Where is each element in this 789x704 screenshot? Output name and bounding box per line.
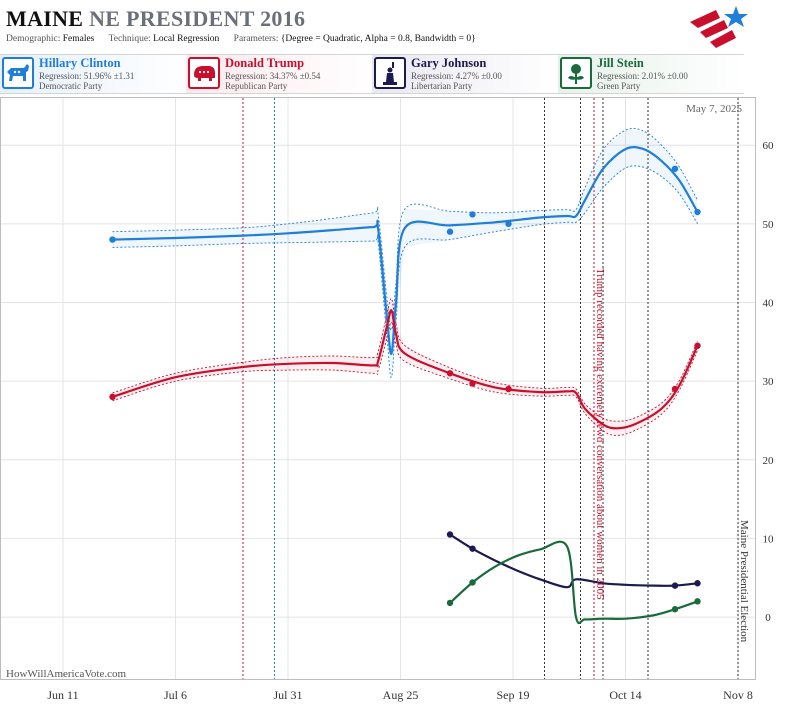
legend-item-stein[interactable]: Jill Stein Regression: 2.01% ±0.00 Green…: [558, 54, 744, 94]
hillary-clinton-line: [112, 146, 699, 355]
donald-trump-poll-point: [446, 370, 454, 377]
jill-stein-line: [449, 540, 698, 625]
candidate-regression: Regression: 4.27% ±0.00: [411, 71, 502, 81]
x-tick-label: Jun 11: [47, 688, 78, 702]
donald-trump-poll-point: [469, 380, 476, 387]
jill-stein-poll-point: [694, 598, 701, 605]
statue-of-liberty-icon: [374, 57, 406, 89]
technique-value: Local Regression: [153, 34, 220, 44]
hillary-clinton-poll-point: [469, 211, 476, 218]
series-points: [109, 165, 701, 613]
title-rest: NE PRESIDENT 2016: [89, 6, 306, 31]
hillary-clinton-poll-point: [505, 220, 512, 228]
donald-trump-band-fill: [112, 298, 698, 436]
y-tick-label: 10: [763, 533, 775, 545]
parameters-label: Parameters:: [233, 34, 279, 44]
x-tick-label: Aug 25: [383, 688, 419, 702]
y-tick-label: 40: [763, 297, 775, 309]
x-tick-label: Jul 31: [273, 688, 302, 702]
hillary-clinton-poll-point: [694, 208, 701, 216]
candidate-party: Democratic Party: [39, 81, 103, 91]
jill-stein-poll-point: [469, 579, 476, 586]
candidate-regression: Regression: 51.96% ±1.31: [39, 71, 135, 81]
date-stamp: May 7, 2025: [686, 103, 742, 115]
candidate-party: Green Party: [597, 81, 641, 91]
donald-trump-poll-point: [109, 393, 116, 401]
candidate-party: Republican Party: [225, 81, 288, 91]
y-tick-label: 60: [763, 140, 775, 152]
poll-chart: Jun 11 Jul 6 Jul 31 Aug 25 Sep 19 Oct 14 Nov 8…: [0, 97, 774, 702]
candidate-name: Gary Johnson: [411, 56, 487, 70]
header: MAINE NE PRESIDENT 2016 Demographic: Fem…: [0, 0, 789, 48]
axis-labels: Jun 11 Jul 6 Jul 31 Aug 25 Sep 19 Oct 14 Nov 8…: [47, 103, 774, 702]
candidate-name: Donald Trump: [225, 56, 305, 70]
candidate-regression: Regression: 2.01% ±0.00: [597, 71, 688, 81]
page-title: MAINE NE PRESIDENT 2016: [6, 6, 305, 32]
candidate-regression: Regression: 34.37% ±0.54: [225, 71, 321, 81]
annotation-text: Maine Presidential Election: [738, 520, 750, 643]
chart-grid: [0, 98, 756, 680]
candidate-name: Hillary Clinton: [39, 56, 121, 70]
legend-item-johnson[interactable]: Gary Johnson Regression: 4.27% ±0.00 Lib…: [372, 54, 558, 94]
site-credit: HowWillAmericaVote.com: [6, 668, 127, 680]
gary-johnson-poll-point: [446, 531, 454, 538]
gary-johnson-poll-point: [694, 580, 701, 587]
candidate-name: Jill Stein: [597, 56, 644, 70]
y-tick-label: 50: [763, 219, 775, 231]
hillary-clinton-poll-point: [109, 236, 116, 243]
donald-trump-band-lower: [112, 321, 698, 436]
parameters-value: {Degree = Quadratic, Alpha = 0.8, Bandwi…: [280, 34, 476, 44]
donald-trump-poll-point: [694, 342, 701, 349]
legend-item-trump[interactable]: Donald Trump Regression: 34.37% ±0.54 Re…: [186, 54, 372, 94]
jill-stein-poll-point: [671, 606, 679, 613]
donald-trump-poll-point: [505, 385, 512, 393]
state-name: MAINE: [6, 6, 84, 31]
jill-stein-poll-point: [446, 599, 454, 607]
annotation-text: Trump recorded having extremely lewd con…: [594, 268, 606, 600]
demographic-label: Demographic:: [6, 34, 61, 44]
y-tick-label: 20: [763, 455, 775, 467]
technique-label: Technique:: [108, 34, 151, 44]
plot-frame: [0, 97, 756, 680]
y-tick-label: 0: [765, 612, 771, 624]
confidence-bands: [112, 127, 698, 436]
subtitle: Demographic: Females Technique: Local Re…: [6, 34, 488, 44]
y-tick-label: 30: [763, 376, 775, 388]
elephant-icon: [188, 57, 220, 89]
legend-item-clinton[interactable]: Hillary Clinton Regression: 51.96% ±1.31…: [0, 54, 186, 94]
gary-johnson-poll-point: [469, 545, 476, 552]
demographic-value: Females: [62, 34, 95, 44]
event-lines: [242, 98, 739, 680]
candidate-party: Libertarian Party: [411, 81, 473, 91]
hillary-clinton-band-lower: [112, 165, 698, 378]
hillary-clinton-poll-point: [671, 165, 679, 172]
site-logo-icon[interactable]: [686, 4, 750, 50]
hillary-clinton-band-fill: [112, 130, 698, 378]
donkey-icon: [2, 57, 34, 89]
gary-johnson-line: [449, 533, 698, 589]
x-tick-label: Oct 14: [609, 688, 641, 702]
x-tick-label: Sep 19: [497, 688, 530, 702]
donald-trump-poll-point: [671, 385, 679, 393]
x-tick-label: Nov 8: [723, 688, 753, 702]
gary-johnson-poll-point: [671, 582, 679, 589]
hillary-clinton-poll-point: [446, 228, 454, 235]
rose-icon: [560, 57, 592, 89]
x-tick-label: Jul 6: [164, 688, 187, 702]
candidate-legend: Hillary Clinton Regression: 51.96% ±1.31…: [0, 54, 789, 94]
